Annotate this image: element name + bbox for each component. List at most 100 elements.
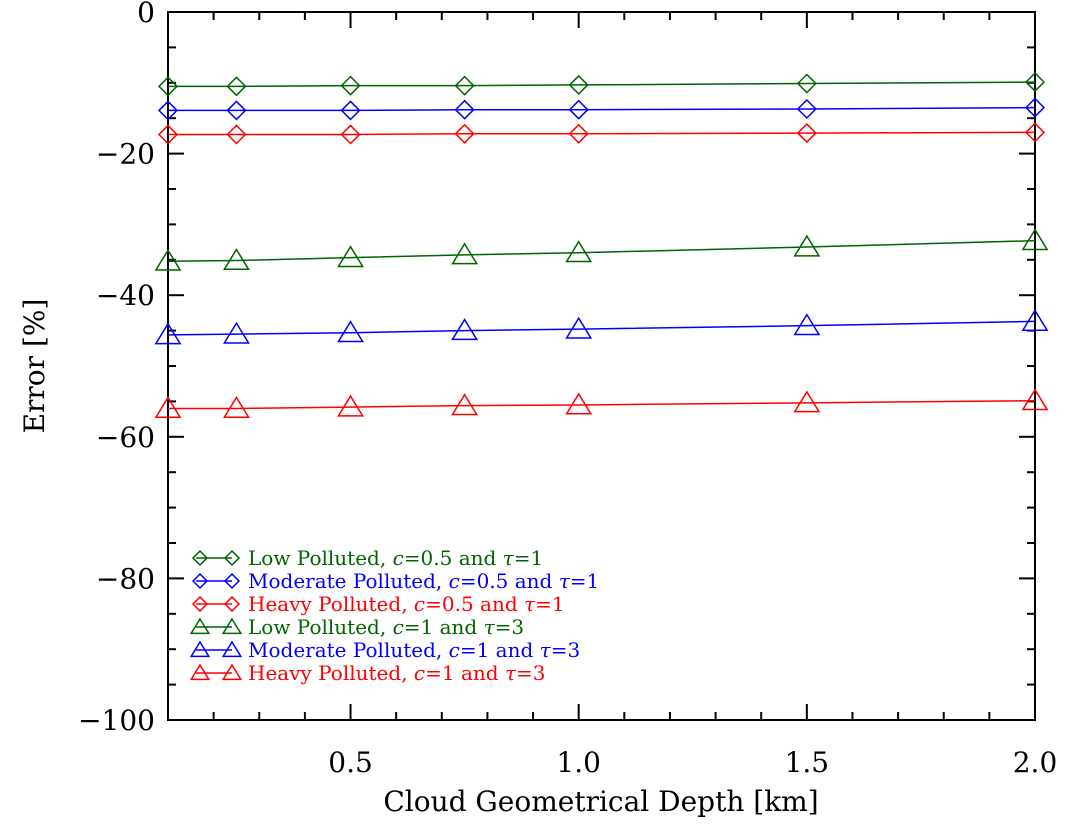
triangle-marker [221, 663, 243, 681]
diamond-marker [226, 76, 247, 97]
legend-label-part: =3 [495, 615, 524, 639]
legend-label-part: Heavy Polluted, [248, 661, 414, 685]
triangle-marker [337, 320, 364, 343]
diamond-marker [157, 100, 179, 121]
legend-label-part: Moderate Polluted, [248, 638, 449, 662]
diamond-marker [568, 99, 589, 120]
triangle-marker [189, 640, 211, 658]
diamond-marker [1024, 122, 1046, 143]
diamond-marker [157, 124, 179, 145]
diamond-marker [340, 124, 361, 145]
diamond-marker [191, 572, 209, 590]
legend-label-part: =0.5 and [404, 546, 503, 570]
legend-label-part: =1 [570, 569, 599, 593]
series-line [168, 399, 1036, 410]
triangle-marker [223, 321, 250, 344]
legend-symbol-tau: τ [503, 546, 515, 570]
triangle-marker [223, 248, 250, 271]
legend-symbol-tau: τ [484, 615, 496, 639]
diamond-marker [454, 99, 475, 120]
series-line [167, 239, 1036, 262]
triangle-marker [565, 240, 593, 263]
x-tick-label: 1.5 [785, 746, 830, 779]
axes: 0.5 1.0 1.5 2.0 0 −20 −40 −60 −80 −100 [78, 0, 1057, 779]
diamond-marker [796, 123, 817, 144]
legend-symbol-tau: τ [559, 569, 571, 593]
series-5 [154, 308, 1049, 345]
series-line [168, 131, 1036, 136]
diamond-marker [223, 595, 241, 613]
y-tick-label: 0 [137, 0, 155, 29]
legend-item: Low Polluted, c=0.5 and τ=1 [191, 546, 543, 570]
legend-label-part: =1 [535, 592, 564, 616]
triangle-marker [154, 396, 182, 419]
y-tick-label: −60 [96, 421, 155, 454]
legend-symbol-c: c [414, 661, 425, 685]
diamond-marker [226, 100, 247, 121]
x-axis-title: Cloud Geometrical Depth [km] [383, 785, 818, 818]
triangle-marker [337, 245, 364, 268]
triangle-marker [337, 394, 364, 417]
y-axis-title: Error [%] [18, 299, 51, 434]
triangle-marker [1021, 308, 1049, 331]
triangle-marker [793, 390, 821, 413]
legend-label: Moderate Polluted, c=1 and τ=3 [248, 638, 580, 662]
triangle-marker [793, 234, 821, 257]
triangle-marker [223, 396, 250, 419]
diamond-marker [157, 76, 179, 97]
y-tick-label: −20 [96, 138, 155, 171]
triangle-marker [1021, 388, 1049, 411]
triangle-marker [189, 617, 211, 635]
legend-label-part: =1 and [460, 638, 540, 662]
series-line [168, 81, 1036, 88]
y-tick-label: −40 [96, 279, 155, 312]
triangle-marker [451, 393, 479, 416]
diamond-marker [454, 123, 475, 144]
legend-label: Low Polluted, c=1 and τ=3 [248, 615, 524, 639]
series-3 [157, 122, 1046, 145]
legend-symbol-tau: τ [524, 592, 536, 616]
triangle-marker [1021, 228, 1049, 251]
diamond-marker [223, 549, 241, 567]
legend-label-part: =0.5 and [425, 592, 524, 616]
series-line [168, 106, 1036, 112]
legend-label: Moderate Polluted, c=0.5 and τ=1 [248, 569, 599, 593]
legend-symbol-c: c [414, 592, 425, 616]
legend-label-part: Heavy Polluted, [248, 592, 414, 616]
triangle-marker [221, 617, 243, 635]
x-tick-label: 0.5 [328, 746, 373, 779]
y-tick-label: −80 [96, 562, 155, 595]
triangle-marker [451, 318, 479, 341]
legend-label-part: =1 and [404, 615, 484, 639]
series-4 [154, 228, 1049, 271]
legend-label-part: =3 [516, 661, 545, 685]
legend-item: Moderate Polluted, c=0.5 and τ=1 [191, 569, 599, 593]
legend-symbol-tau: τ [505, 661, 517, 685]
diamond-marker [226, 124, 247, 145]
triangle-marker [154, 322, 182, 345]
legend-item: Heavy Polluted, c=0.5 and τ=1 [191, 592, 565, 616]
diamond-marker [191, 595, 209, 613]
diamond-marker [568, 74, 589, 95]
legend-symbol-tau: τ [540, 638, 552, 662]
series-layer [154, 72, 1049, 419]
diamond-marker [223, 572, 241, 590]
legend-item: Heavy Polluted, c=1 and τ=3 [189, 661, 546, 685]
legend-label-part: =1 and [425, 661, 505, 685]
diamond-marker [796, 73, 817, 94]
triangle-marker [451, 242, 479, 265]
triangle-marker [565, 392, 593, 415]
diamond-marker [454, 75, 475, 96]
x-tick-label: 2.0 [1013, 746, 1058, 779]
series-line [167, 320, 1036, 336]
diamond-marker [1024, 97, 1046, 118]
legend-label-part: Low Polluted, [248, 615, 393, 639]
diamond-marker [568, 123, 589, 144]
series-1 [157, 72, 1046, 97]
legend-label-part: Moderate Polluted, [248, 569, 449, 593]
diamond-marker [1024, 72, 1046, 93]
triangle-marker [189, 663, 211, 681]
legend-label: Heavy Polluted, c=0.5 and τ=1 [248, 592, 565, 616]
